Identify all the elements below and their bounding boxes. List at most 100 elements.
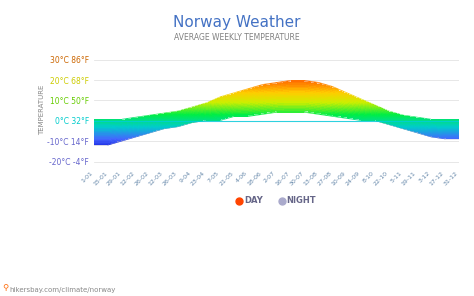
Polygon shape	[117, 140, 118, 141]
Polygon shape	[216, 115, 218, 116]
Polygon shape	[446, 119, 447, 120]
Polygon shape	[221, 118, 222, 119]
Polygon shape	[143, 132, 144, 133]
Polygon shape	[276, 108, 277, 110]
Polygon shape	[204, 117, 205, 118]
Polygon shape	[255, 92, 256, 93]
Polygon shape	[172, 125, 173, 126]
Polygon shape	[127, 132, 128, 133]
Polygon shape	[235, 113, 236, 114]
Polygon shape	[105, 144, 106, 145]
Polygon shape	[250, 99, 252, 100]
Polygon shape	[101, 141, 103, 143]
Polygon shape	[373, 106, 374, 107]
Polygon shape	[308, 112, 309, 113]
Polygon shape	[450, 123, 452, 124]
Polygon shape	[452, 124, 453, 125]
Polygon shape	[122, 132, 123, 133]
Polygon shape	[220, 96, 221, 97]
Polygon shape	[384, 114, 386, 115]
Polygon shape	[436, 128, 437, 129]
Polygon shape	[270, 88, 271, 89]
Polygon shape	[418, 132, 419, 133]
Polygon shape	[205, 117, 206, 118]
Polygon shape	[186, 108, 187, 109]
Polygon shape	[320, 91, 321, 92]
Polygon shape	[366, 114, 367, 115]
Polygon shape	[210, 109, 211, 110]
Polygon shape	[131, 131, 132, 132]
Polygon shape	[353, 97, 354, 99]
Polygon shape	[129, 122, 131, 123]
Polygon shape	[104, 141, 105, 143]
Polygon shape	[366, 119, 367, 120]
Polygon shape	[254, 104, 255, 106]
Polygon shape	[281, 105, 282, 106]
Polygon shape	[148, 119, 149, 120]
Polygon shape	[344, 93, 346, 94]
Polygon shape	[411, 126, 413, 127]
Polygon shape	[221, 99, 222, 101]
Polygon shape	[220, 110, 221, 111]
Polygon shape	[118, 134, 120, 135]
Polygon shape	[442, 120, 443, 121]
Polygon shape	[253, 92, 254, 94]
Polygon shape	[172, 127, 173, 128]
Polygon shape	[288, 88, 289, 90]
Polygon shape	[94, 126, 95, 127]
Polygon shape	[211, 108, 212, 109]
Polygon shape	[100, 123, 101, 124]
Polygon shape	[103, 141, 104, 143]
Polygon shape	[450, 137, 452, 138]
Polygon shape	[211, 105, 212, 106]
Polygon shape	[97, 132, 98, 133]
Polygon shape	[118, 129, 120, 131]
Polygon shape	[376, 119, 377, 120]
Polygon shape	[182, 113, 183, 114]
Polygon shape	[312, 98, 314, 99]
Polygon shape	[106, 132, 108, 133]
Polygon shape	[456, 123, 458, 124]
Polygon shape	[117, 133, 118, 134]
Polygon shape	[383, 110, 384, 111]
Polygon shape	[307, 85, 308, 87]
Polygon shape	[333, 94, 335, 96]
Polygon shape	[322, 101, 324, 102]
Polygon shape	[272, 86, 273, 87]
Polygon shape	[454, 122, 456, 123]
Polygon shape	[116, 135, 117, 136]
Polygon shape	[187, 118, 188, 119]
Polygon shape	[194, 110, 195, 111]
Polygon shape	[371, 108, 373, 109]
Polygon shape	[243, 100, 244, 102]
Polygon shape	[98, 121, 99, 123]
Polygon shape	[103, 129, 104, 131]
Polygon shape	[183, 120, 184, 121]
Polygon shape	[282, 91, 283, 92]
Polygon shape	[408, 118, 409, 119]
Polygon shape	[301, 85, 303, 86]
Polygon shape	[356, 96, 358, 98]
Polygon shape	[370, 118, 371, 119]
Polygon shape	[174, 118, 176, 119]
Polygon shape	[260, 95, 261, 97]
Polygon shape	[343, 103, 344, 104]
Polygon shape	[295, 90, 297, 91]
Polygon shape	[139, 132, 140, 133]
Polygon shape	[188, 119, 189, 120]
Polygon shape	[269, 112, 270, 114]
Polygon shape	[189, 118, 191, 119]
Polygon shape	[148, 127, 149, 128]
Polygon shape	[346, 102, 348, 103]
Polygon shape	[419, 130, 420, 131]
Polygon shape	[324, 104, 325, 106]
Polygon shape	[214, 115, 215, 116]
Polygon shape	[444, 134, 446, 135]
Polygon shape	[374, 115, 375, 116]
Polygon shape	[218, 97, 219, 98]
Polygon shape	[338, 106, 339, 107]
Polygon shape	[188, 108, 189, 109]
Polygon shape	[155, 128, 156, 129]
Polygon shape	[275, 93, 276, 94]
Polygon shape	[382, 117, 383, 118]
